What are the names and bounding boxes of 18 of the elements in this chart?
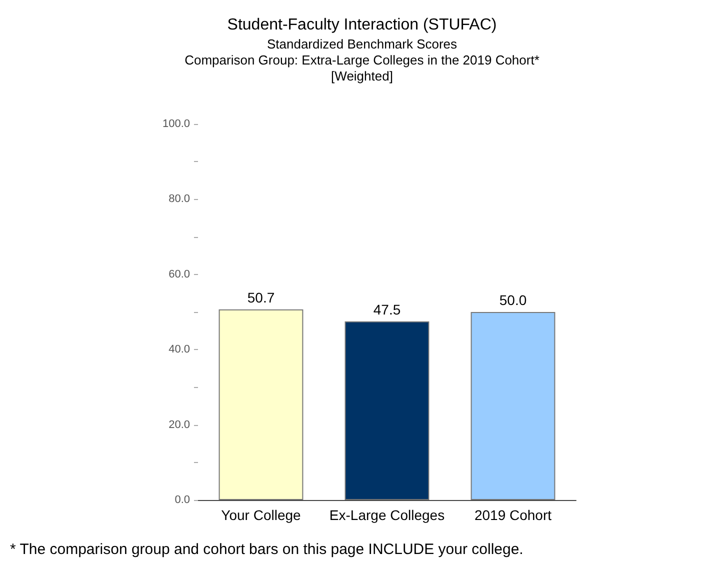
chart-title: Student-Faculty Interaction (STUFAC): [227, 16, 497, 34]
y-tick-label: 80.0: [168, 193, 190, 206]
x-tick-label: 2019 Cohort: [474, 507, 552, 523]
y-tick-label: 40.0: [168, 344, 190, 356]
data-label: 50.0: [499, 292, 527, 308]
y-tick-label: 20.0: [168, 418, 190, 431]
bar: [470, 312, 556, 500]
bar: [344, 321, 430, 500]
data-label: 47.5: [373, 301, 401, 318]
text: * The comparison group and cohort bars on this page INCLUDE your college.: [10, 541, 524, 558]
y-tick-label: 100.0: [162, 118, 190, 130]
bar: [218, 309, 304, 500]
chart-subtitle: Standardized Benchmark Scores Comparison Group: Extra-Large Colleges in the 2019 Cohort* [Weighted]: [184, 36, 540, 84]
x-tick-label: Your College: [221, 507, 302, 523]
x-tick-label: Ex-Large Colleges: [329, 507, 445, 523]
y-tick-label: 60.0: [168, 268, 190, 280]
data-label: 50.7: [247, 289, 275, 306]
y-tick-label: 0.0: [174, 494, 190, 506]
